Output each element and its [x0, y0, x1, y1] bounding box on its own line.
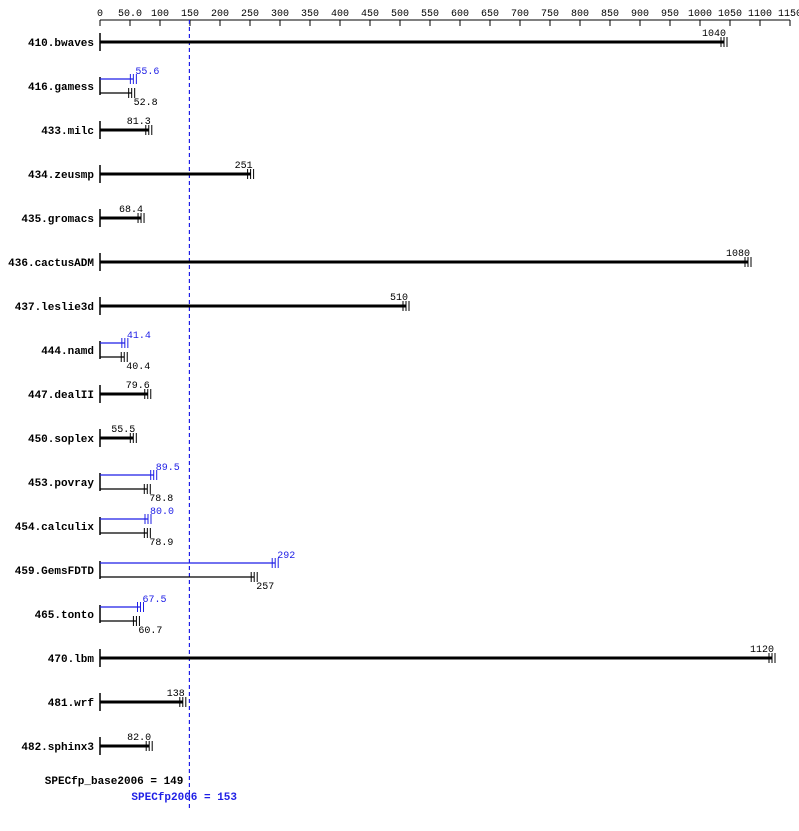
benchmark-label: 410.bwaves [28, 38, 94, 50]
base-value: 55.5 [111, 425, 135, 436]
benchmark-label: 433.milc [41, 126, 94, 138]
benchmark-label: 416.gamess [28, 82, 94, 94]
x-tick-label: 300 [271, 9, 289, 20]
benchmark-label: 482.sphinx3 [21, 742, 94, 754]
x-tick-label: 550 [421, 9, 439, 20]
base-value: 510 [390, 293, 408, 304]
benchmark-label: 447.dealII [28, 390, 94, 402]
benchmark-label: 481.wrf [48, 698, 95, 710]
footer-base: SPECfp_base2006 = 149 [45, 776, 184, 788]
x-tick-label: 750 [541, 9, 559, 20]
x-tick-label: 200 [211, 9, 229, 20]
peak-value: 89.5 [156, 463, 180, 474]
benchmark-label: 437.leslie3d [15, 302, 94, 314]
peak-value: 41.4 [127, 331, 151, 342]
peak-value: 292 [277, 551, 295, 562]
x-tick-label: 1050 [718, 9, 742, 20]
spec-fp-chart: 0 50.0 100 150 200 250 300 350 400 450 500 550 600 65… [0, 0, 799, 831]
benchmark-label: 454.calculix [15, 522, 95, 534]
x-tick-label: 700 [511, 9, 529, 20]
x-tick-label: 50.0 [118, 9, 142, 20]
benchmark-label: 444.namd [41, 346, 94, 358]
base-value: 1080 [726, 249, 750, 260]
benchmark-label: 434.zeusmp [28, 170, 94, 182]
benchmark-label: 453.povray [28, 478, 94, 490]
base-value: 82.0 [127, 733, 151, 744]
x-tick-label: 400 [331, 9, 349, 20]
base-value: 1120 [750, 645, 774, 656]
base-value: 40.4 [126, 362, 150, 373]
x-tick-label: 100 [151, 9, 169, 20]
x-tick-label: 0 [97, 9, 103, 20]
footer-peak: SPECfp2006 = 153 [131, 792, 237, 804]
x-tick-label: 150 [181, 9, 199, 20]
benchmark-label: 436.cactusADM [8, 258, 94, 270]
base-value: 251 [235, 161, 253, 172]
x-tick-label: 1150 [778, 9, 799, 20]
base-value: 138 [167, 689, 185, 700]
base-value: 1040 [702, 29, 726, 40]
x-tick-label: 900 [631, 9, 649, 20]
benchmark-label: 450.soplex [28, 434, 94, 446]
x-tick-label: 950 [661, 9, 679, 20]
x-tick-label: 1100 [748, 9, 772, 20]
base-value: 79.6 [126, 381, 150, 392]
x-tick-label: 500 [391, 9, 409, 20]
x-tick-label: 1000 [688, 9, 712, 20]
x-tick-label: 850 [601, 9, 619, 20]
base-value: 60.7 [138, 626, 162, 637]
benchmark-label: 459.GemsFDTD [15, 566, 95, 578]
base-value: 78.8 [149, 494, 173, 505]
base-value: 78.9 [149, 538, 173, 549]
benchmark-label: 435.gromacs [21, 214, 94, 226]
x-tick-label: 350 [301, 9, 319, 20]
base-value: 81.3 [127, 117, 151, 128]
x-tick-label: 650 [481, 9, 499, 20]
benchmark-label: 465.tonto [35, 610, 95, 622]
peak-value: 55.6 [135, 67, 159, 78]
x-tick-label: 450 [361, 9, 379, 20]
peak-value: 80.0 [150, 507, 174, 518]
x-tick-label: 800 [571, 9, 589, 20]
base-value: 257 [256, 582, 274, 593]
base-value: 52.8 [134, 98, 158, 109]
x-tick-label: 250 [241, 9, 259, 20]
x-tick-label: 600 [451, 9, 469, 20]
benchmark-label: 470.lbm [48, 654, 95, 666]
base-value: 68.4 [119, 205, 143, 216]
peak-value: 67.5 [143, 595, 167, 606]
